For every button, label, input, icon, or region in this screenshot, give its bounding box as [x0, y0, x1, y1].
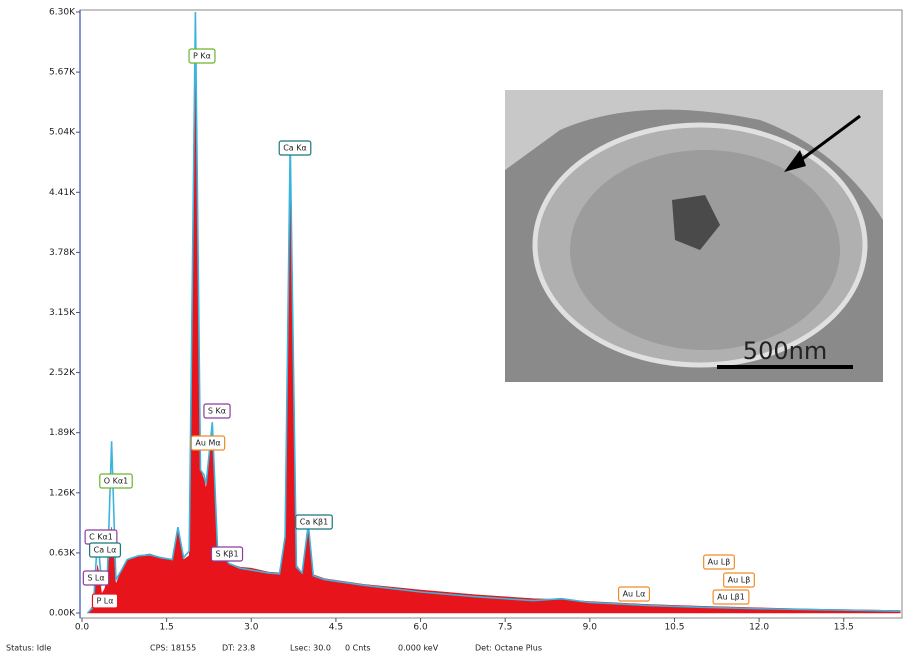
y-tick-label: 0.00K — [49, 609, 76, 619]
inset-image: 500nm — [505, 90, 883, 382]
peak-label: Ca Lα — [90, 543, 121, 557]
status-text: Status: Idle — [6, 644, 51, 653]
peak-label-text: O Kα1 — [104, 477, 128, 486]
y-tick-label: 5.67K — [49, 68, 76, 78]
peak-label-text: Ca Kβ1 — [300, 518, 328, 527]
peak-label: Ca Kβ1 — [296, 515, 332, 529]
y-tick-label: 5.04K — [49, 128, 76, 138]
peak-label-text: S Lα — [87, 574, 104, 583]
x-tick-label: 4.5 — [329, 623, 343, 633]
y-tick-label: 2.52K — [49, 368, 76, 378]
x-tick-label: 10.5 — [664, 623, 684, 633]
peak-label: Au Lβ1 — [713, 590, 749, 604]
status-text: 0.000 keV — [398, 644, 439, 653]
peak-label: Au Mα — [191, 436, 224, 450]
status-text: 0 Cnts — [345, 644, 371, 653]
peak-label-text: S Kβ1 — [215, 550, 238, 559]
y-tick-label: 6.30K — [49, 8, 76, 18]
status-text: DT: 23.8 — [222, 644, 255, 653]
peak-label: Ca Kα — [279, 141, 311, 155]
y-tick-label: 3.78K — [49, 248, 76, 258]
peak-label: O Kα1 — [100, 474, 132, 488]
peak-label-text: C Kα1 — [89, 533, 113, 542]
peak-label: Au Lβ — [724, 573, 755, 587]
peak-label-text: P Lα — [96, 597, 113, 606]
peak-label-text: Au Mα — [195, 439, 220, 448]
status-text: CPS: 18155 — [150, 644, 196, 653]
peak-label-text: Au Lβ — [728, 576, 751, 585]
x-tick-label: 7.5 — [498, 623, 512, 633]
inset-face — [570, 150, 840, 350]
peak-label: S Lα — [83, 571, 108, 585]
peak-label: P Lα — [92, 594, 117, 608]
peak-label: Au Lβ — [704, 555, 735, 569]
peak-label-text: S Kα — [208, 407, 226, 416]
peak-label-text: Au Lβ — [708, 558, 731, 567]
peak-label-text: P Kα — [193, 52, 211, 61]
peak-label-text: Ca Lα — [94, 546, 117, 555]
peak-label: S Kα — [204, 404, 230, 418]
peak-label: C Kα1 — [85, 530, 117, 544]
chart: 0.00K 0.63K 1.26K 1.89K 2.52K 3.15K 3.78K 4.41K… — [0, 0, 903, 657]
x-tick-label: 9.0 — [583, 623, 598, 633]
y-tick-label: 4.41K — [49, 188, 76, 198]
y-tick-label: 1.26K — [49, 488, 76, 498]
x-tick-label: 1.5 — [159, 623, 173, 633]
peak-label: Au Lα — [619, 587, 650, 601]
y-tick-label: 1.89K — [49, 428, 76, 438]
x-tick-label: 3.0 — [244, 623, 259, 633]
status-text: Lsec: 30.0 — [290, 644, 331, 653]
scale-label: 500nm — [743, 337, 827, 365]
x-tick-label: 12.0 — [749, 623, 769, 633]
peak-label-text: Au Lβ1 — [717, 593, 745, 602]
x-tick-label: 13.5 — [834, 623, 854, 633]
peak-label-text: Ca Kα — [283, 144, 307, 153]
x-tick-label: 0.0 — [75, 623, 90, 633]
y-tick-label: 3.15K — [49, 308, 76, 318]
x-tick-label: 6.0 — [413, 623, 428, 633]
peak-label-text: Au Lα — [623, 590, 646, 599]
peak-label: S Kβ1 — [211, 547, 242, 561]
peak-label: P Kα — [189, 49, 215, 63]
status-text: Det: Octane Plus — [475, 644, 542, 653]
y-tick-label: 0.63K — [49, 548, 76, 558]
